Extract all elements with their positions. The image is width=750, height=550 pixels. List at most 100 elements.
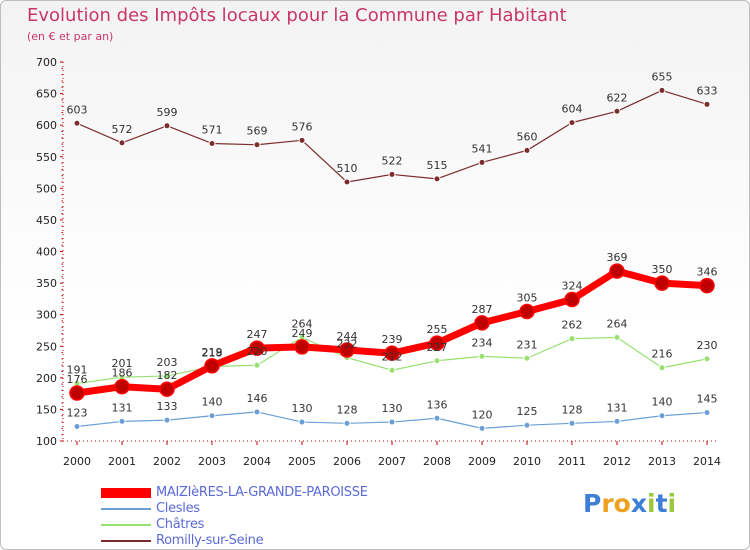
y-tick-label: 350	[36, 277, 57, 290]
data-point-clesles	[613, 417, 621, 425]
x-tick-label: 2010	[513, 455, 541, 468]
data-point-maizieres	[339, 342, 355, 358]
logo-letter: r	[601, 489, 614, 518]
data-label-chatres: 216	[652, 348, 673, 361]
data-label-romilly: 603	[67, 103, 88, 116]
data-label-maizieres: 186	[112, 367, 133, 380]
data-label-clesles: 128	[562, 403, 583, 416]
legend-label-chatres: Châtres	[156, 517, 205, 532]
data-label-chatres: 262	[562, 319, 583, 332]
data-label-maizieres: 239	[382, 333, 403, 346]
data-label-romilly: 569	[247, 125, 268, 138]
x-tick-label: 2005	[288, 455, 316, 468]
logo-letter: i	[647, 489, 656, 518]
data-label-romilly: 510	[337, 162, 358, 175]
legend-swatch-chatres	[101, 524, 151, 526]
data-label-clesles: 131	[607, 401, 628, 414]
x-tick-label: 2011	[558, 455, 586, 468]
logo-letter: P	[583, 489, 602, 518]
data-point-romilly	[658, 86, 666, 94]
x-tick-label: 2014	[693, 455, 721, 468]
data-label-chatres: 264	[292, 317, 313, 330]
data-label-chatres: 230	[697, 339, 718, 352]
data-point-clesles	[388, 418, 396, 426]
series-clesles	[73, 408, 711, 432]
data-point-romilly	[523, 146, 531, 154]
data-label-clesles: 120	[472, 408, 493, 421]
data-point-maizieres	[69, 385, 85, 401]
data-point-romilly	[613, 107, 621, 115]
data-label-romilly: 633	[697, 84, 718, 97]
data-label-clesles: 123	[67, 406, 88, 419]
data-point-clesles	[478, 424, 486, 432]
legend-label-romilly: Romilly-sur-Seine	[156, 533, 264, 548]
data-point-romilly	[163, 122, 171, 130]
data-point-maizieres	[699, 277, 715, 294]
data-point-romilly	[73, 119, 81, 127]
data-point-romilly	[118, 139, 126, 147]
data-label-chatres: 191	[67, 364, 88, 377]
data-point-clesles	[208, 412, 216, 420]
y-tick-label: 550	[36, 151, 57, 164]
data-point-clesles	[253, 408, 261, 416]
x-tick-label: 2007	[378, 455, 406, 468]
data-label-romilly: 522	[382, 154, 403, 167]
data-point-maizieres	[249, 340, 265, 356]
legend-label-clesles: Clesles	[156, 501, 200, 516]
proxiti-logo: Proxiti	[583, 489, 676, 518]
data-label-clesles: 128	[337, 403, 358, 416]
data-point-maizieres	[294, 339, 310, 355]
y-tick-label: 250	[36, 340, 57, 353]
y-tick-label: 300	[36, 309, 57, 322]
data-label-romilly: 572	[112, 123, 133, 136]
data-point-maizieres	[384, 345, 400, 361]
data-point-clesles	[118, 417, 126, 425]
data-label-clesles: 140	[652, 396, 673, 409]
data-point-maizieres	[114, 378, 130, 395]
data-point-chatres	[613, 333, 621, 341]
y-tick-label: 200	[36, 372, 57, 385]
data-point-clesles	[523, 421, 531, 429]
data-label-maizieres: 247	[247, 328, 268, 341]
data-label-clesles: 130	[292, 402, 313, 415]
x-tick-label: 2013	[648, 455, 676, 468]
data-point-clesles	[703, 409, 711, 417]
data-label-maizieres: 176	[67, 373, 88, 386]
data-label-maizieres: 244	[337, 330, 358, 343]
data-point-chatres	[433, 357, 441, 365]
data-label-maizieres: 255	[427, 323, 448, 336]
y-tick-label: 100	[36, 435, 57, 448]
data-label-romilly: 541	[472, 142, 493, 155]
x-tick-label: 2000	[63, 455, 91, 468]
y-tick-label: 500	[36, 182, 57, 195]
data-point-romilly	[343, 178, 351, 186]
data-label-clesles: 136	[427, 398, 448, 411]
x-tick-label: 2002	[153, 455, 181, 468]
data-point-romilly	[433, 175, 441, 183]
data-label-maizieres: 219	[202, 346, 223, 359]
data-label-clesles: 146	[247, 392, 268, 405]
data-label-romilly: 655	[652, 70, 673, 83]
data-label-chatres: 220	[247, 345, 268, 358]
x-tick-label: 2006	[333, 455, 361, 468]
data-label-maizieres: 182	[157, 369, 178, 382]
data-point-clesles	[298, 418, 306, 426]
data-point-romilly	[253, 141, 261, 149]
data-point-maizieres	[204, 358, 220, 374]
data-label-chatres: 264	[607, 317, 628, 330]
data-point-clesles	[433, 414, 441, 422]
data-label-romilly: 604	[562, 103, 583, 116]
data-label-romilly: 571	[202, 123, 223, 136]
logo-letter: o	[613, 489, 631, 518]
data-point-clesles	[343, 419, 351, 427]
data-point-romilly	[703, 100, 711, 108]
legend-label-maizieres: MAIZIèRES-LA-GRANDE-PAROISSE	[156, 485, 368, 500]
data-point-clesles	[163, 416, 171, 424]
data-point-chatres	[478, 352, 486, 360]
data-label-maizieres: 287	[472, 303, 493, 316]
data-label-chatres: 212	[382, 350, 403, 363]
x-tick-label: 2012	[603, 455, 631, 468]
x-tick-label: 2004	[243, 455, 271, 468]
series-romilly	[73, 86, 711, 186]
data-label-chatres: 218	[202, 346, 223, 359]
